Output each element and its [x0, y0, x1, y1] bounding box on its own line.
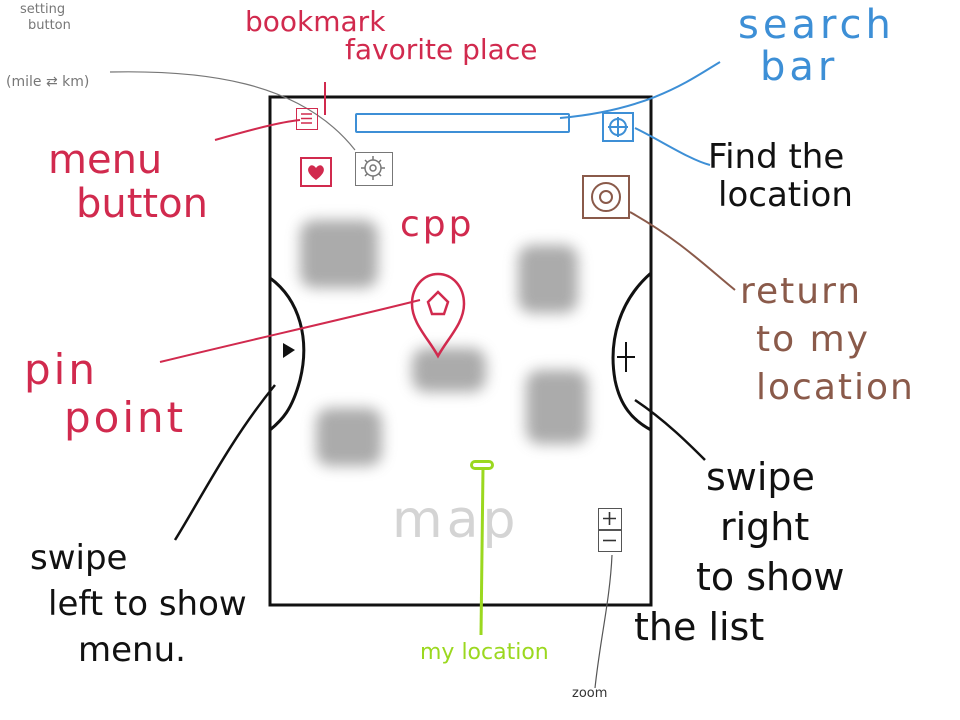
my-location-label: my location	[420, 640, 549, 665]
map-tile	[316, 408, 382, 466]
swipe-right-line: the list	[634, 605, 765, 649]
menu-label-line: menu	[48, 137, 163, 183]
search-input[interactable]	[355, 113, 570, 133]
left-swipe-arc	[269, 276, 306, 432]
map-watermark: map	[392, 490, 520, 550]
gear-icon	[361, 156, 385, 180]
minus-icon	[603, 539, 616, 542]
return-location-button[interactable]	[582, 175, 630, 219]
menu-label-line: button	[76, 181, 208, 227]
pin-point-label: pin point	[24, 346, 186, 442]
my-location-connector	[479, 467, 485, 636]
crosshair-icon	[608, 117, 628, 137]
search-label-line: bar	[760, 44, 839, 90]
map-pin-icon[interactable]	[408, 268, 468, 360]
target-icon	[591, 182, 621, 212]
swipe-left-line: left to show	[48, 584, 247, 624]
find-connector	[634, 127, 711, 166]
search-label-line: search	[738, 2, 895, 48]
unit-toggle-label: (mile ⇄ km)	[6, 74, 90, 90]
setting-label-line: setting	[20, 2, 66, 17]
zoom-in-button[interactable]	[598, 508, 622, 530]
menu-button-label: menu button	[48, 138, 208, 226]
find-location-label: Find the location	[708, 138, 853, 214]
map-tile	[518, 245, 578, 313]
menu-connector	[214, 119, 301, 141]
map-tile	[526, 370, 588, 444]
swipe-left-line: swipe	[30, 538, 128, 578]
setting-connector	[109, 71, 356, 151]
zoom-connector	[594, 554, 613, 689]
return-connector	[629, 211, 736, 291]
swipe-right-line: to show	[696, 555, 845, 599]
return-label-line: location	[756, 367, 915, 408]
heart-icon	[308, 165, 324, 180]
return-location-label: return to my location	[740, 268, 915, 412]
return-label-line: to my	[756, 319, 870, 360]
phone-frame	[268, 95, 653, 607]
left-swipe-arrow	[283, 343, 295, 358]
my-location-marker	[470, 460, 494, 470]
bookmark-label-line: bookmark	[245, 5, 386, 38]
setting-label-line: button	[28, 18, 71, 33]
swipe-right-line: swipe	[706, 455, 815, 499]
swipe-right-connector	[634, 398, 706, 461]
swipe-left-line: menu.	[78, 630, 186, 670]
map-tile	[412, 348, 486, 392]
find-label-line: location	[718, 175, 853, 215]
right-swipe-plus	[617, 342, 635, 372]
app-name-label: cpp	[400, 204, 475, 245]
map-tile	[300, 220, 378, 288]
setting-button-label: setting button	[20, 2, 71, 34]
swipe-left-label: swipe left to show menu.	[30, 535, 247, 673]
search-bar-label: search bar	[738, 4, 895, 88]
plus-icon	[603, 512, 616, 525]
zoom-out-button[interactable]	[598, 530, 622, 552]
swipe-right-line: right	[720, 505, 810, 549]
menu-button[interactable]	[296, 108, 318, 130]
hamburger-icon	[301, 113, 312, 124]
bookmark-label-line: favorite place	[345, 33, 538, 66]
bookmark-label: bookmark favorite place	[245, 8, 537, 64]
pin-label-line: pin	[24, 345, 98, 394]
find-location-button[interactable]	[602, 112, 634, 142]
pin-label-line: point	[64, 393, 187, 442]
find-label-line: Find the	[708, 137, 845, 177]
settings-button[interactable]	[355, 152, 393, 186]
swipe-left-connector	[173, 384, 276, 541]
search-connector	[559, 61, 721, 119]
swipe-right-label: swipe right to show the list	[634, 452, 844, 652]
bookmark-button[interactable]	[300, 157, 332, 187]
right-swipe-arc	[611, 271, 652, 432]
return-label-line: return	[740, 271, 863, 312]
zoom-label: zoom	[572, 686, 608, 701]
pin-connector	[159, 299, 421, 363]
